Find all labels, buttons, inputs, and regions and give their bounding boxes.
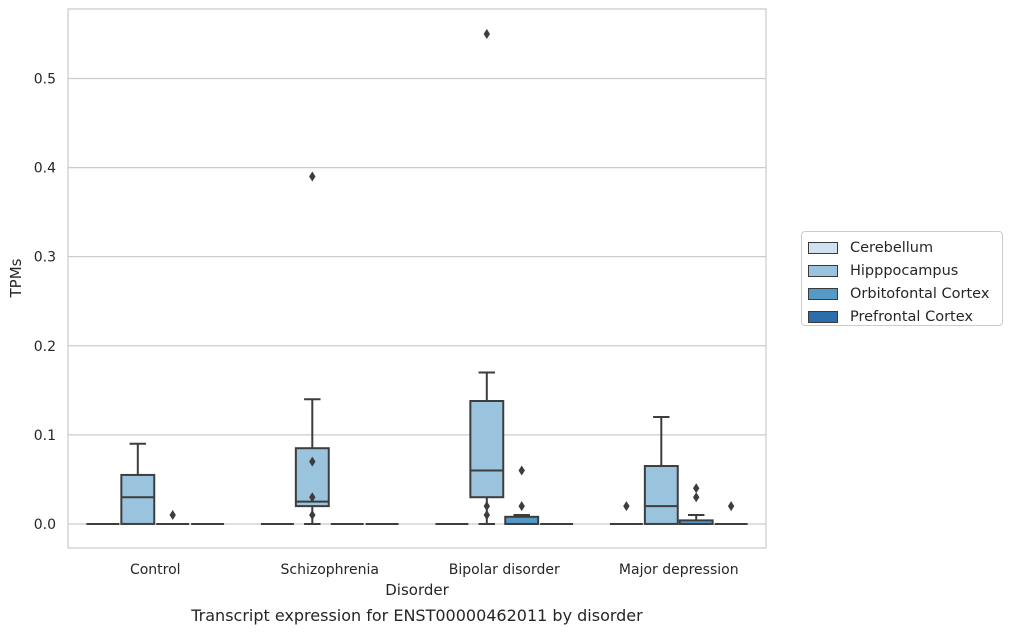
box-hipppocampus — [469, 28, 505, 525]
outlier-point — [309, 171, 316, 182]
y-tick-labels: 0.0 0.1 0.2 0.3 0.4 0.5 — [34, 71, 56, 532]
box-hipppocampus — [120, 442, 156, 525]
box-body — [504, 515, 540, 525]
outlier-point — [309, 456, 316, 467]
y-tick-label: 0.4 — [34, 161, 56, 177]
figure-caption: Transcript expression for ENST0000046201… — [191, 606, 643, 625]
box-body — [120, 473, 156, 525]
box-body — [643, 465, 679, 525]
x-axis-label: Disorder — [385, 581, 449, 599]
legend: Cerebellum Hipppocampus Orbitofontal Corte… — [801, 231, 1003, 326]
x-tick-label: Major depression — [619, 562, 739, 578]
outlier-point — [309, 510, 316, 521]
y-tick-label: 0.1 — [34, 428, 56, 444]
y-tick-label: 0.2 — [34, 339, 56, 355]
outlier-point — [309, 492, 316, 503]
plot-frame — [67, 8, 767, 549]
outlier-point — [693, 483, 700, 494]
y-tick-label: 0.3 — [34, 250, 56, 266]
x-tick-labels: Control Schizophrenia Bipolar disorder Majo… — [130, 562, 739, 578]
legend-item: Cerebellum — [808, 236, 1002, 259]
x-tick-label: Schizophrenia — [281, 562, 379, 578]
legend-swatch — [808, 241, 838, 254]
box-plot-series — [86, 28, 748, 525]
legend-label: Hipppocampus — [850, 262, 959, 279]
legend-swatch — [808, 287, 838, 300]
box-orbitofontal-cortex — [504, 465, 540, 525]
legend-item: Prefrontal Cortex — [808, 305, 1002, 328]
box-body — [469, 400, 505, 499]
legend-item: Hipppocampus — [808, 259, 1002, 282]
outlier-point — [518, 501, 525, 512]
y-axis-label: TPMs — [7, 258, 25, 298]
outlier-point — [169, 510, 176, 521]
legend-label: Cerebellum — [850, 239, 934, 256]
box-orbitofontal-cortex — [156, 510, 190, 525]
y-tick-label: 0.5 — [34, 71, 56, 87]
outlier-point — [727, 501, 735, 512]
box-hipppocampus — [643, 416, 679, 525]
x-tick-label: Control — [130, 562, 181, 578]
x-tick-label: Bipolar disorder — [449, 562, 560, 578]
box-prefrontal-cortex — [714, 501, 748, 525]
legend-label: Prefrontal Cortex — [850, 308, 973, 325]
outlier-point — [693, 492, 700, 503]
legend-item: Orbitofontal Cortex — [808, 282, 1002, 305]
legend-swatch — [808, 310, 838, 323]
outlier-point — [483, 510, 490, 521]
outlier-point — [483, 501, 490, 512]
legend-swatch — [808, 264, 838, 277]
legend-label: Orbitofontal Cortex — [850, 285, 990, 302]
outlier-point — [483, 28, 490, 39]
box-orbitofontal-cortex — [678, 483, 714, 525]
y-tick-label: 0.0 — [34, 517, 56, 533]
outlier-point — [518, 465, 525, 476]
box-cerebellum — [609, 501, 643, 525]
box-hipppocampus — [294, 171, 330, 525]
outlier-point — [623, 501, 630, 512]
